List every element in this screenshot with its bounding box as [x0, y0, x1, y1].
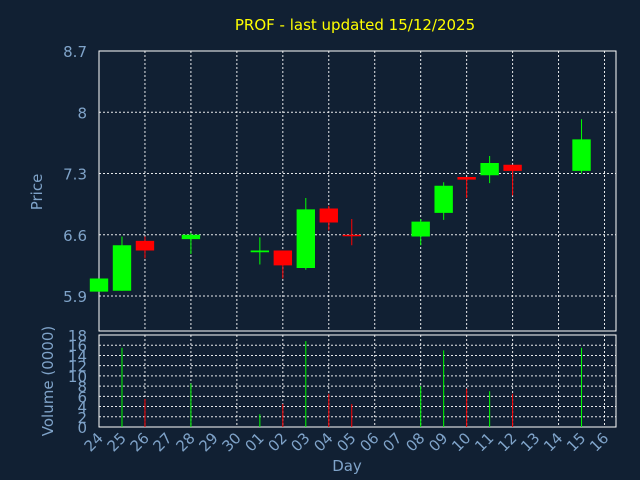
candle-26	[135, 236, 155, 259]
candle-body	[250, 250, 270, 253]
candle-body	[457, 177, 476, 180]
volume-tick-label: 12	[68, 358, 87, 376]
candle-08	[411, 219, 430, 246]
price-tick-label: 6.6	[63, 227, 87, 245]
volume-tick-label: 2	[77, 409, 87, 427]
price-panel: 8.7 8 7.3 6.6 5.9 Price	[28, 43, 617, 332]
candle-body	[434, 185, 453, 213]
candle-body	[319, 208, 338, 223]
candle-body	[503, 164, 522, 171]
candle-12	[503, 164, 522, 196]
candle-15	[572, 119, 591, 174]
candle-25	[112, 236, 132, 291]
volume-tick-label: 10	[68, 368, 87, 386]
volume-tick-label: 0	[77, 419, 87, 437]
candle-body	[135, 240, 155, 251]
price-tick-label: 5.9	[63, 288, 87, 306]
candle-body	[181, 234, 201, 240]
candle-05	[342, 219, 361, 246]
candle-body	[296, 209, 315, 268]
chart-title: PROF - last updated 15/12/2025	[235, 16, 475, 34]
price-tick-label: 7.3	[63, 166, 87, 184]
volume-plot-frame	[98, 334, 617, 428]
x-axis-ticks: 2425262728293001020304050607080910111213…	[81, 429, 613, 455]
candle-11	[480, 156, 499, 184]
price-tick-label: 8.7	[63, 43, 87, 61]
price-tick-label: 8	[77, 104, 87, 122]
volume-tick-label: 16	[68, 337, 87, 355]
price-plot-frame	[98, 50, 617, 332]
price-axis-label: Price	[28, 174, 46, 211]
candle-body	[342, 234, 361, 237]
candle-body	[89, 278, 109, 292]
candle-02	[273, 250, 293, 279]
candle-03	[296, 198, 315, 270]
volume-tick-label: 18	[68, 327, 87, 345]
candle-28	[181, 233, 201, 254]
candle-24	[89, 278, 109, 292]
candle-10	[457, 177, 476, 198]
volume-tick-label: 6	[77, 388, 87, 406]
volume-tick-label: 4	[77, 399, 87, 417]
volume-tick-label: 8	[77, 378, 87, 396]
x-axis-label: Day	[332, 457, 362, 475]
candles	[89, 119, 591, 292]
volume-bars	[121, 341, 583, 427]
candle-body	[480, 163, 499, 176]
volume-tick-label: 14	[68, 347, 87, 365]
candle-body	[411, 221, 430, 237]
price-y-ticks: 8.7 8 7.3 6.6 5.9	[63, 43, 87, 306]
volume-axis-label: Volume (0000)	[39, 326, 57, 436]
candle-body	[112, 245, 132, 291]
candle-01	[250, 237, 270, 265]
candle-body	[273, 250, 293, 266]
candle-body	[572, 139, 591, 171]
candle-09	[434, 182, 453, 220]
candle-04	[319, 205, 338, 231]
